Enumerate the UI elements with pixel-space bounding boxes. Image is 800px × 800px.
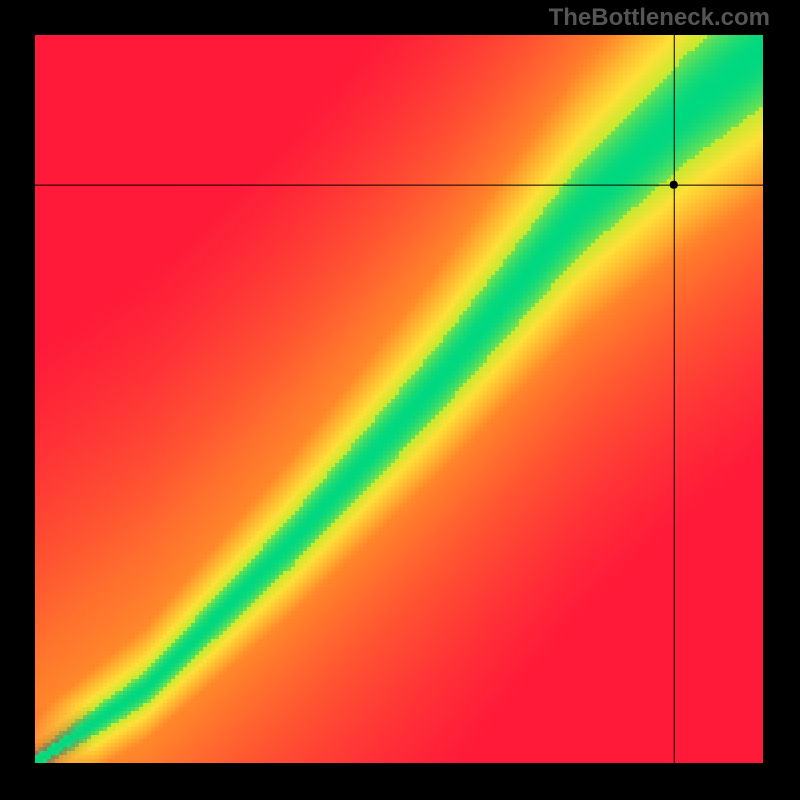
watermark-text: TheBottleneck.com [549,4,770,32]
heatmap-canvas [0,0,800,800]
bottleneck-chart-root: TheBottleneck.com [0,0,800,800]
